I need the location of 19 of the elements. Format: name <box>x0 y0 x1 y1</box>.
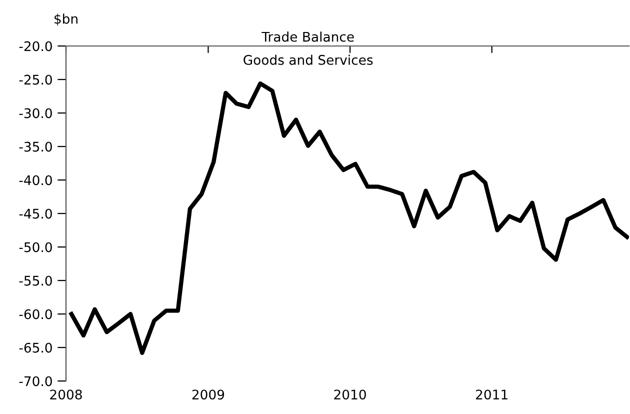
x-tick-label: 2011 <box>476 390 508 400</box>
y-axis-title: $bn <box>54 14 78 26</box>
y-tick-label: -35.0 <box>19 142 52 152</box>
y-tick-label: -40.0 <box>19 175 52 186</box>
chart-title: Trade Balance <box>262 32 354 42</box>
text: Goods and Services <box>244 54 373 65</box>
y-tick-label: -65.0 <box>19 342 52 353</box>
x-tick-label: 2008 <box>50 390 82 400</box>
y-tick-label: -30.0 <box>19 108 52 118</box>
y-tick-label: -25.0 <box>19 74 52 85</box>
y-tick-label: -55.0 <box>19 276 52 286</box>
x-tick-label: 2009 <box>192 390 224 400</box>
line-series <box>69 81 629 355</box>
x-tick-label: 2010 <box>334 390 366 400</box>
y-tick-label: -50.0 <box>19 242 52 252</box>
y-tick-label: -70.0 <box>19 376 52 386</box>
y-tick-label: -60.0 <box>19 309 52 320</box>
y-tick-label: -45.0 <box>19 208 52 219</box>
y-tick-label: -20.0 <box>19 41 52 52</box>
